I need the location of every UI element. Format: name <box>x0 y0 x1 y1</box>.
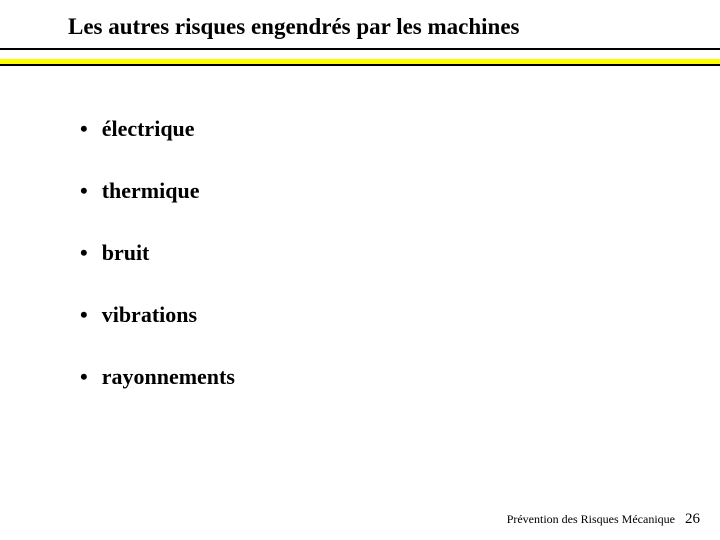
list-item: • rayonnements <box>80 364 720 390</box>
footer-text: Prévention des Risques Mécanique <box>507 512 675 527</box>
bullet-text: bruit <box>102 240 150 266</box>
list-item: • électrique <box>80 116 720 142</box>
list-item: • vibrations <box>80 302 720 328</box>
divider-gap <box>0 50 720 59</box>
content-area: • électrique • thermique • bruit • vibra… <box>0 66 720 390</box>
bullet-text: vibrations <box>102 302 197 328</box>
footer: Prévention des Risques Mécanique 26 <box>507 511 700 528</box>
bullet-icon: • <box>80 302 88 328</box>
list-item: • bruit <box>80 240 720 266</box>
bullet-text: électrique <box>102 116 195 142</box>
bullet-icon: • <box>80 178 88 204</box>
bullet-icon: • <box>80 240 88 266</box>
slide-title: Les autres risques engendrés par les mac… <box>0 0 720 48</box>
bullet-text: rayonnements <box>102 364 235 390</box>
slide: Les autres risques engendrés par les mac… <box>0 0 720 540</box>
bullet-icon: • <box>80 364 88 390</box>
list-item: • thermique <box>80 178 720 204</box>
bullet-text: thermique <box>102 178 200 204</box>
page-number: 26 <box>685 511 700 528</box>
divider <box>0 48 720 66</box>
bullet-icon: • <box>80 116 88 142</box>
